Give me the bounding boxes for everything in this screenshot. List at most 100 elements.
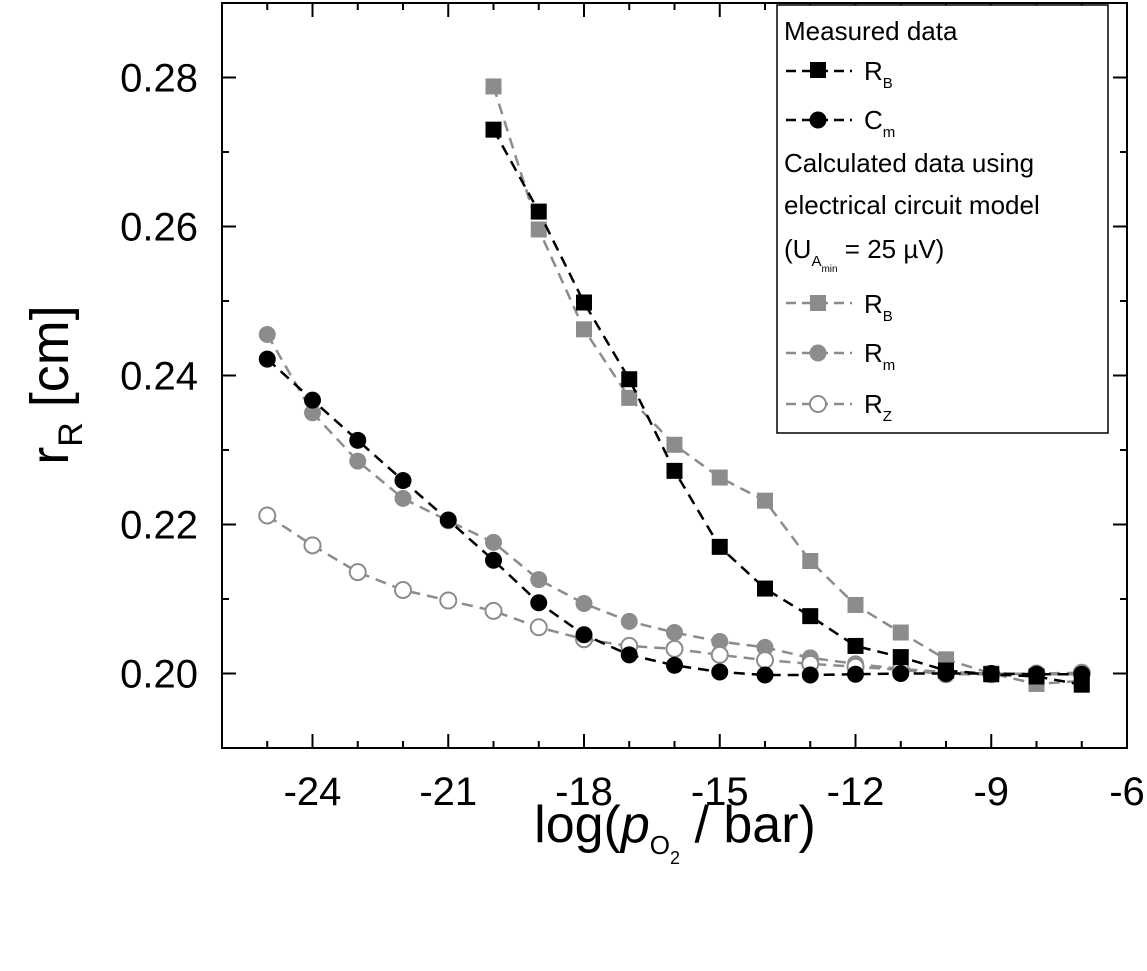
data-point-circle — [258, 350, 276, 368]
legend-marker-square-gray — [810, 295, 826, 311]
legend-calc-title-1: Calculated data using — [784, 148, 1034, 178]
legend-marker-circle-black — [809, 111, 827, 129]
data-point-circle — [711, 632, 729, 650]
x-tick-label: -6 — [1109, 770, 1145, 814]
x-tick-label: -21 — [419, 770, 477, 814]
data-point-open-circle — [439, 591, 458, 610]
data-point-circle — [756, 666, 774, 684]
data-point-square — [576, 321, 592, 338]
legend-entry-calc-rm: Rm — [786, 338, 895, 374]
data-point-circle — [530, 571, 548, 589]
data-point-open-circle — [665, 639, 684, 658]
legend-entry-calc-rb: RB — [786, 289, 893, 325]
data-point-circle — [937, 665, 955, 682]
legend-entry-calc-rz: RZ — [786, 389, 892, 425]
legend-calc-title-2: electrical circuit model — [784, 190, 1040, 220]
legend-marker-square-black — [810, 62, 826, 78]
data-point-square — [802, 553, 819, 570]
y-tick-label: 0.26 — [120, 206, 198, 250]
data-point-square — [666, 436, 683, 453]
data-point-circle — [666, 656, 683, 674]
data-point-square — [847, 637, 864, 654]
legend: Measured data RB Cm Calculated data usin… — [776, 4, 1109, 434]
data-point-open-circle — [303, 536, 322, 555]
svg-text:RB: RB — [864, 56, 893, 92]
data-point-circle — [801, 666, 819, 684]
svg-text:Rm: Rm — [864, 338, 895, 374]
data-point-open-circle — [710, 645, 729, 664]
data-point-square — [485, 121, 502, 138]
legend-entry-measured-rb: RB — [786, 56, 893, 92]
data-point-square — [757, 580, 773, 597]
data-point-circle — [349, 452, 367, 470]
legend-marker-circle-gray — [809, 344, 827, 362]
data-point-open-circle — [394, 581, 412, 600]
x-axis-label: log(pO2 / bar) — [534, 796, 816, 868]
data-point-square — [757, 492, 773, 509]
data-point-square — [802, 608, 819, 625]
data-point-square — [621, 389, 638, 406]
data-point-circle — [666, 624, 683, 642]
data-point-circle — [575, 594, 593, 612]
data-point-circle — [439, 511, 457, 529]
x-tick-label: -9 — [973, 770, 1009, 814]
data-point-circle — [530, 594, 548, 612]
data-point-circle — [620, 646, 638, 664]
svg-text:Cm: Cm — [864, 105, 895, 141]
data-point-circle — [847, 665, 864, 683]
data-point-square — [892, 649, 909, 666]
data-point-circle — [258, 326, 276, 344]
data-point-square — [666, 462, 683, 479]
data-point-circle — [394, 472, 412, 490]
legend-entry-measured-cm: Cm — [786, 105, 895, 141]
series-calculated-r-z — [258, 506, 1091, 684]
data-point-open-circle — [258, 506, 277, 525]
data-point-circle — [394, 489, 412, 507]
data-point-square — [621, 371, 638, 388]
data-point-square — [711, 469, 728, 486]
svg-text:log(pO2 / bar): log(pO2 / bar) — [534, 796, 816, 868]
data-point-open-circle — [348, 563, 367, 582]
data-point-square — [530, 203, 547, 220]
data-point-circle — [892, 665, 910, 682]
legend-calc-title-3: (UAmin = 25 µV) — [784, 234, 944, 275]
y-axis-label: rR [cm] — [20, 305, 90, 465]
x-tick-label: -12 — [827, 770, 885, 814]
legend-box — [776, 4, 1109, 434]
data-point-open-circle — [484, 601, 503, 620]
data-point-open-circle — [529, 618, 548, 637]
legend-measured-title: Measured data — [784, 16, 958, 46]
data-point-circle — [1028, 665, 1045, 683]
data-point-circle — [711, 663, 729, 681]
data-point-circle — [304, 391, 321, 409]
data-point-square — [847, 596, 864, 613]
data-point-circle — [575, 626, 593, 644]
data-point-circle — [349, 431, 367, 449]
svg-text:RB: RB — [864, 289, 893, 325]
x-tick-label: -24 — [284, 770, 342, 814]
y-tick-label: 0.22 — [120, 504, 198, 548]
data-point-circle — [620, 612, 638, 630]
svg-text:RZ: RZ — [864, 389, 892, 425]
axis-layer: -24 -21 -18 -15 -12 -9 -6 0.20 0.22 0.24 0.26 0.28 — [120, 2, 1145, 814]
x-tick-label: -15 — [691, 770, 749, 814]
data-point-circle — [485, 551, 502, 569]
data-point-circle — [1073, 665, 1091, 683]
data-point-square — [530, 221, 547, 238]
data-point-square — [576, 294, 592, 311]
data-point-open-circle — [756, 651, 774, 670]
legend-marker-open-circle — [809, 395, 827, 413]
y-tick-label: 0.24 — [120, 355, 198, 399]
data-point-square — [485, 78, 502, 95]
data-point-circle — [756, 638, 774, 656]
y-tick-label: 0.28 — [120, 57, 198, 101]
svg-text:rR [cm]: rR [cm] — [20, 305, 90, 465]
data-point-square — [892, 624, 909, 641]
data-point-circle — [982, 665, 1000, 682]
data-point-circle — [485, 533, 502, 551]
series-measured-c-m — [258, 350, 1091, 684]
data-point-square — [711, 538, 728, 555]
data-point-circle — [304, 404, 321, 422]
series-layer — [258, 78, 1091, 693]
